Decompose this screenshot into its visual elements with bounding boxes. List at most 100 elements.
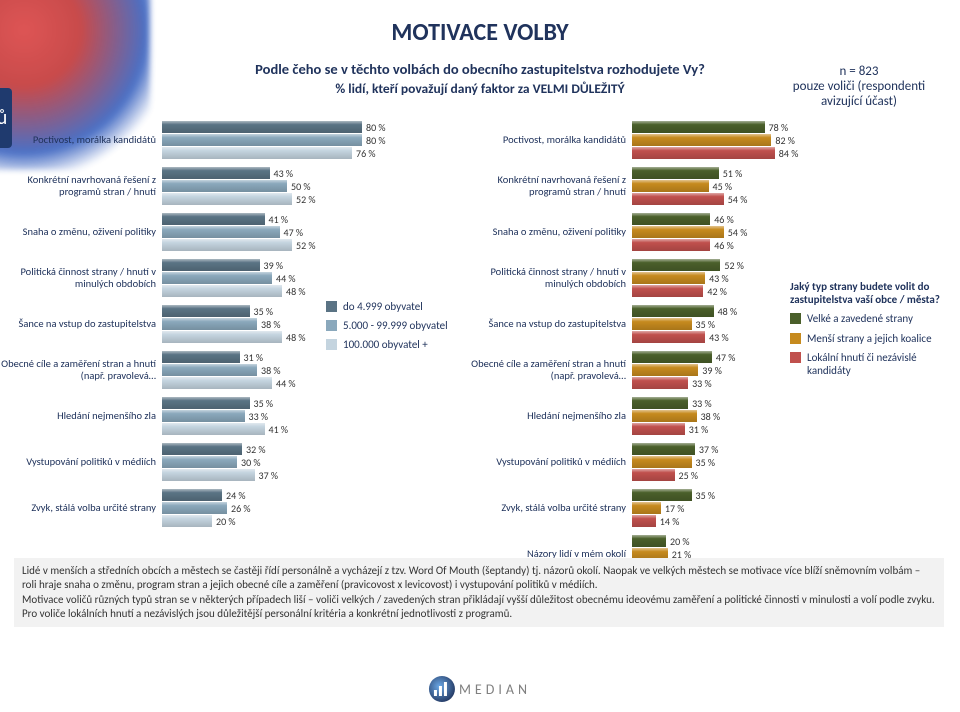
bar-value: 35 % [696,318,716,331]
category-label: Poctivost, morálka kandidátů [470,120,632,160]
commentary-box: Lidé v menších a středních obcích a měst… [14,558,944,627]
category-label: Snaha o změnu, oživení politiky [0,212,162,252]
bar [162,272,272,284]
bar [162,318,257,330]
bar [162,167,270,179]
bar [162,443,242,455]
category-label: Šance na vstup do zastupitelstva [0,304,162,344]
bar [162,134,362,146]
bar [632,515,656,527]
bar-value: 42 % [707,285,727,298]
bar [632,377,688,389]
chart-row: Šance na vstup do zastupitelstva 35 %38 %… [0,304,470,344]
bar [632,423,685,435]
category-label: Vystupování politiků v médiích [0,442,162,482]
bar-value: 20 % [216,515,236,528]
bar-group: 24 %26 %20 % [162,488,470,528]
bar-value: 26 % [231,502,251,515]
bar [632,397,688,409]
bar-value: 52 % [296,239,316,252]
bar [632,351,712,363]
category-label: Obecné cíle a zaměření stran a hnutí (na… [470,350,632,390]
bar-value: 47 % [284,226,304,239]
bar-value: 38 % [701,410,721,423]
bar-value: 43 % [709,331,729,344]
bar-value: 33 % [692,397,712,410]
bar-group: 37 %35 %25 % [632,442,950,482]
chart-left: Poctivost, morálka kandidátů80 %80 %76 %… [0,120,470,534]
bar [632,318,692,330]
bar-value: 54 % [728,193,748,206]
bar [162,259,260,271]
bar [632,331,705,343]
bar [162,213,265,225]
bar [632,410,697,422]
bar [162,397,250,409]
chart-row: Poctivost, morálka kandidátů78 %82 %84 % [470,120,950,160]
chart-row: Snaha o změnu, oživení politiky46 %54 %4… [470,212,950,252]
category-label: Šance na vstup do zastupitelstva [470,304,632,344]
bar-value: 46 % [714,239,734,252]
bar [162,489,222,501]
category-label: Poctivost, morálka kandidátů [0,120,162,160]
bar [162,410,245,422]
bar-value: 14 % [660,515,680,528]
bar [162,515,212,527]
chart-row: Obecné cíle a zaměření stran a hnutí (na… [0,350,470,390]
category-label: Hledání nejmenšího zla [0,396,162,436]
bar [632,305,714,317]
bar [162,377,272,389]
bar [162,193,292,205]
chart-row: Snaha o změnu, oživení politiky41 %47 %5… [0,212,470,252]
bar-group: 35 %17 %14 % [632,488,950,528]
bar [632,180,709,192]
bar-value: 32 % [246,443,266,456]
category-label: Politická činnost strany / hnutí v minul… [0,258,162,298]
category-label: Konkrétní navrhovaná řešení z programů s… [470,166,632,206]
bar-value: 30 % [241,456,261,469]
bar [162,351,240,363]
bar-value: 35 % [254,305,274,318]
bar [632,285,703,297]
bar-group: 31 %38 %44 % [162,350,470,390]
bar-value: 17 % [665,502,685,515]
chart-row: Hledání nejmenšího zla35 %33 %41 % [0,396,470,436]
category-label: Hledání nejmenšího zla [470,396,632,436]
bar [162,423,265,435]
bar [632,259,720,271]
bar-value: 43 % [274,167,294,180]
bar [632,502,661,514]
bar-value: 84 % [779,147,799,160]
bar-group: 51 %45 %54 % [632,166,950,206]
logo-icon [429,676,455,702]
chart-row: Zvyk, stálá volba určité strany35 %17 %1… [470,488,950,528]
bar [162,364,257,376]
bar-group: 43 %50 %52 % [162,166,470,206]
bar-group: 78 %82 %84 % [632,120,950,160]
bar-value: 44 % [276,272,296,285]
bar-value: 52 % [296,193,316,206]
bar-value: 35 % [696,456,716,469]
bar [162,147,352,159]
bar-value: 52 % [724,259,744,272]
chart-row: Vystupování politiků v médiích 32 %30 %37… [0,442,470,482]
bar [632,272,705,284]
bar-group: 52 %43 %42 % [632,258,950,298]
chart-row: Hledání nejmenšího zla 33 %38 %31 % [470,396,950,436]
bar-value: 45 % [713,180,733,193]
logo: MEDIAN [429,676,531,702]
chart-row: Konkrétní navrhovaná řešení z programů s… [470,166,950,206]
bar-value: 25 % [679,469,699,482]
bar-value: 80 % [366,134,386,147]
bar-value: 31 % [689,423,709,436]
bar-value: 38 % [261,318,281,331]
category-label: Politická činnost strany / hnutí v minul… [470,258,632,298]
bar [162,331,282,343]
category-label: Konkrétní navrhovaná řešení z programů s… [0,166,162,206]
bar-value: 50 % [291,180,311,193]
bar-value: 78 % [769,121,789,134]
bar-value: 37 % [699,443,719,456]
bar-group: 41 %47 %52 % [162,212,470,252]
bar-value: 37 % [259,469,279,482]
bar-value: 35 % [254,397,274,410]
